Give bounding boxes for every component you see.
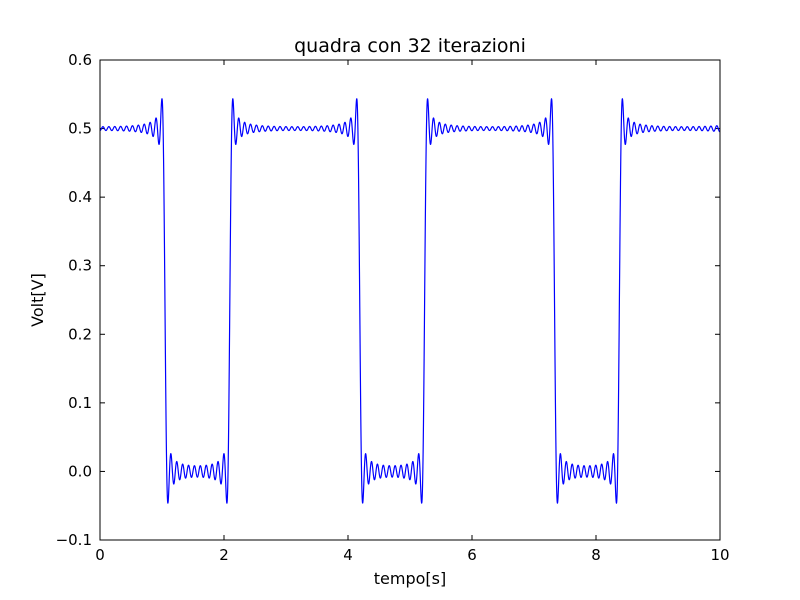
chart-title: quadra con 32 iterazioni bbox=[294, 35, 526, 57]
y-tick-label: 0.1 bbox=[68, 394, 92, 412]
x-tick-label: 8 bbox=[591, 546, 601, 564]
plot-area bbox=[100, 60, 720, 540]
x-tick-label: 6 bbox=[467, 546, 477, 564]
y-tick-label: 0.3 bbox=[68, 257, 92, 275]
x-tick-label: 10 bbox=[710, 546, 729, 564]
series-layer bbox=[99, 98, 721, 504]
y-tick-label: 0.2 bbox=[68, 325, 92, 343]
axis-ticks: 0 2 4 6 8 10 −0.1 0.0 0.1 0.2 0.3 0.4 0.5 0.6 bbox=[56, 51, 730, 564]
x-tick-label: 4 bbox=[343, 546, 353, 564]
x-tick-label: 2 bbox=[219, 546, 229, 564]
y-tick-label: 0.5 bbox=[68, 120, 92, 138]
x-axis-label: tempo[s] bbox=[374, 569, 446, 588]
y-tick-label: 0.6 bbox=[68, 51, 92, 69]
x-tick-label: 0 bbox=[95, 546, 105, 564]
y-tick-label: −0.1 bbox=[56, 531, 92, 549]
plot-frame bbox=[99, 59, 721, 541]
series-line bbox=[99, 98, 721, 504]
y-tick-label: 0.0 bbox=[68, 462, 92, 480]
y-tick-label: 0.4 bbox=[68, 188, 92, 206]
y-axis-label: Volt[V] bbox=[28, 273, 47, 327]
